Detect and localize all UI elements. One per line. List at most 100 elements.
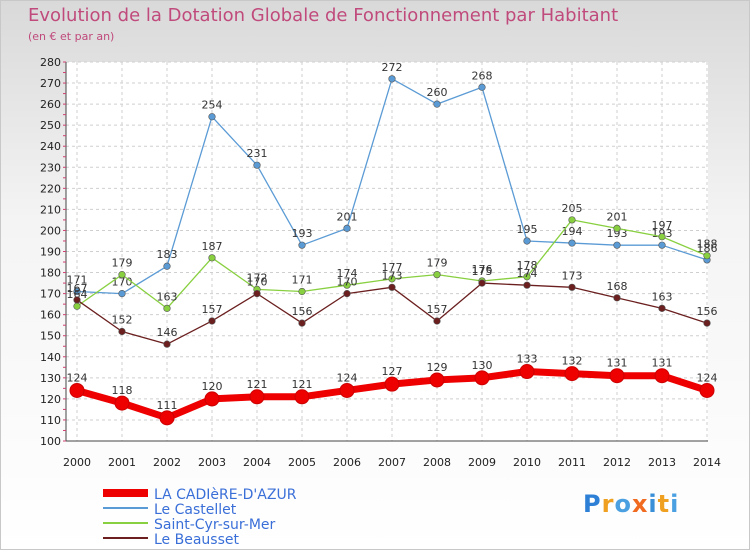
logo-letter: i — [648, 490, 658, 518]
data-point — [523, 237, 531, 245]
data-point — [478, 83, 486, 91]
data-label: 186 — [697, 242, 718, 255]
logo-letter: t — [657, 490, 671, 518]
data-point — [613, 294, 621, 302]
y-tick-label: 260 — [40, 98, 61, 111]
data-label: 174 — [517, 267, 538, 280]
data-label: 127 — [382, 365, 403, 378]
data-label: 156 — [292, 305, 313, 318]
data-label: 194 — [562, 225, 583, 238]
data-label: 111 — [157, 399, 178, 412]
proxiti-logo: Proxiti — [583, 490, 679, 518]
data-label: 124 — [337, 371, 358, 384]
y-tick-label: 160 — [40, 309, 61, 322]
y-tick-label: 220 — [40, 182, 61, 195]
y-tick-label: 100 — [40, 435, 61, 448]
data-point — [388, 75, 396, 83]
logo-letter: x — [631, 490, 649, 518]
data-point — [433, 100, 441, 108]
data-label: 152 — [112, 314, 133, 327]
data-label: 254 — [202, 99, 223, 112]
data-point — [568, 283, 576, 291]
data-label: 133 — [517, 353, 538, 366]
data-point — [339, 382, 355, 398]
data-point — [478, 279, 486, 287]
data-point — [474, 370, 490, 386]
data-label: 173 — [382, 269, 403, 282]
data-label: 163 — [157, 290, 178, 303]
data-label: 146 — [157, 326, 178, 339]
data-point — [294, 389, 310, 405]
data-label: 121 — [292, 378, 313, 391]
data-label: 173 — [562, 269, 583, 282]
data-label: 178 — [517, 259, 538, 272]
data-label: 187 — [202, 240, 223, 253]
data-label: 172 — [247, 271, 268, 284]
data-point — [163, 262, 171, 270]
data-label: 124 — [697, 371, 718, 384]
x-tick-label: 2006 — [333, 456, 361, 469]
data-point — [253, 161, 261, 169]
y-tick-label: 230 — [40, 161, 61, 174]
data-label: 188 — [697, 238, 718, 251]
y-tick-label: 240 — [40, 140, 61, 153]
data-label: 268 — [472, 69, 493, 82]
data-label: 120 — [202, 380, 223, 393]
data-point — [73, 296, 81, 304]
logo-letter: o — [614, 490, 632, 518]
data-label: 131 — [607, 357, 628, 370]
data-point — [298, 319, 306, 327]
x-tick-label: 2009 — [468, 456, 496, 469]
data-label: 170 — [337, 276, 358, 289]
data-point — [163, 304, 171, 312]
data-point — [208, 317, 216, 325]
data-label: 193 — [607, 227, 628, 240]
data-point — [298, 241, 306, 249]
x-tick-label: 2007 — [378, 456, 406, 469]
data-label: 163 — [652, 290, 673, 303]
data-label: 171 — [292, 274, 313, 287]
x-tick-label: 2004 — [243, 456, 271, 469]
y-tick-label: 150 — [40, 330, 61, 343]
data-point — [118, 327, 126, 336]
y-tick-label: 210 — [40, 203, 61, 216]
x-tick-label: 2010 — [513, 456, 541, 469]
data-point — [159, 410, 175, 426]
y-tick-label: 180 — [40, 267, 61, 280]
y-tick-label: 270 — [40, 77, 61, 90]
data-label: 176 — [472, 263, 493, 276]
data-point — [429, 372, 445, 388]
y-tick-label: 200 — [40, 224, 61, 237]
data-label: 175 — [472, 265, 493, 278]
data-point — [433, 317, 441, 325]
data-point — [658, 233, 666, 241]
data-point — [343, 281, 351, 289]
data-label: 260 — [427, 86, 448, 99]
data-label: 201 — [607, 210, 628, 223]
data-label: 201 — [337, 210, 358, 223]
chart-title: Evolution de la Dotation Globale de Fonc… — [28, 5, 619, 26]
data-label: 121 — [247, 378, 268, 391]
data-point — [208, 113, 216, 121]
x-tick-label: 2003 — [198, 456, 226, 469]
x-tick-label: 2002 — [153, 456, 181, 469]
data-label: 164 — [67, 288, 88, 301]
x-tick-label: 2001 — [108, 456, 136, 469]
data-point — [163, 340, 171, 348]
data-label: 171 — [67, 274, 88, 287]
y-tick-label: 130 — [40, 372, 61, 385]
data-point — [613, 241, 621, 249]
legend-label: Saint-Cyr-sur-Mer — [154, 517, 276, 533]
data-label: 205 — [562, 202, 583, 215]
data-point — [249, 389, 265, 405]
y-tick-label: 110 — [40, 414, 61, 427]
data-label: 193 — [292, 227, 313, 240]
data-point — [699, 382, 715, 398]
data-point — [388, 275, 396, 283]
data-point — [564, 366, 580, 382]
data-point — [118, 290, 126, 298]
data-label: 129 — [427, 361, 448, 374]
data-label: 272 — [382, 61, 403, 74]
data-point — [208, 254, 216, 262]
